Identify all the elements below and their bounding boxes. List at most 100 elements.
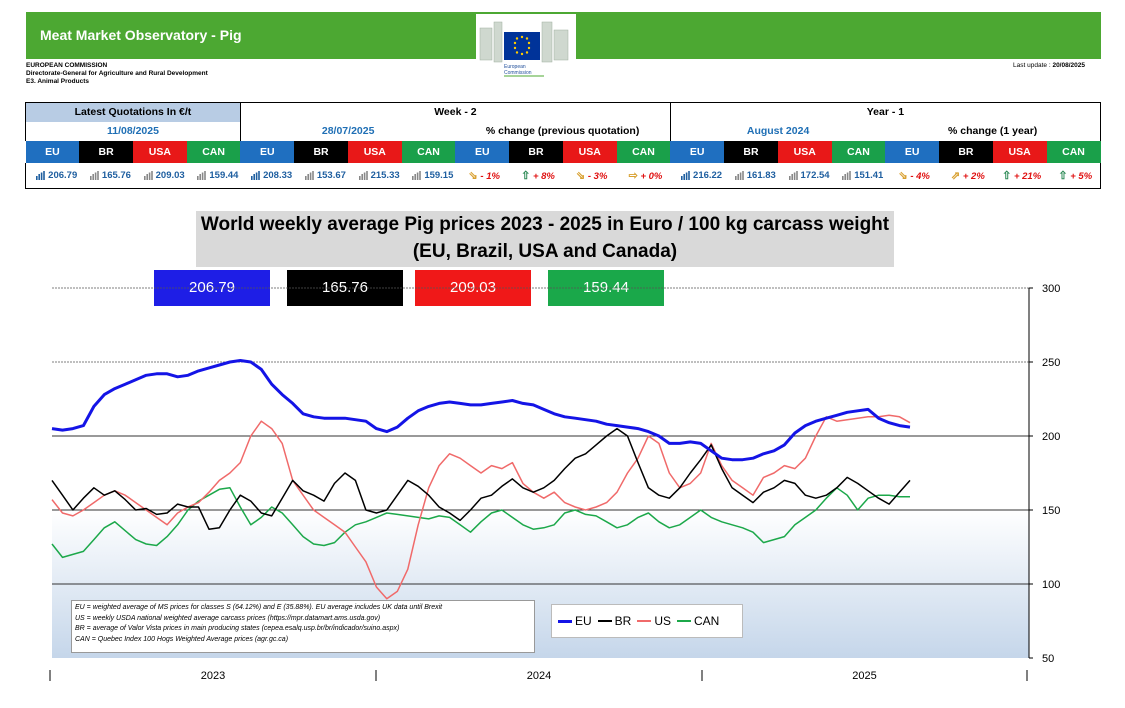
latest-box-eu: 206.79 (154, 270, 270, 306)
price-value-text: 159.44 (209, 169, 239, 181)
latest-box-can: 159.44 (548, 270, 664, 306)
price-value: 151.41 (832, 163, 886, 189)
latest-header: Latest Quotations In €/t (25, 102, 241, 122)
price-value-text: 215.33 (370, 169, 400, 181)
change-arrow-icon: ⇨ (628, 169, 638, 182)
price-value-text: 208.33 (263, 169, 293, 181)
week-header: Week - 2 (239, 102, 671, 122)
price-value-text: 159.15 (424, 169, 454, 181)
flag-can: CAN (1046, 140, 1101, 163)
note-br: BR = average of Valor Vista prices in ma… (75, 625, 400, 632)
flag-usa: USA (347, 140, 402, 163)
flag-eu: EU (240, 140, 295, 163)
percent-text: + 0% (640, 170, 663, 182)
flag-can: CAN (186, 140, 241, 163)
chart-title-line1: World weekly average Pig prices 2023 - 2… (200, 214, 890, 235)
org-line: EUROPEAN COMMISSION (26, 62, 108, 69)
flag-can: CAN (401, 140, 456, 163)
chart-title-line2: (EU, Brazil, USA and Canada) (412, 241, 678, 262)
flag-usa: USA (992, 140, 1047, 163)
legend-can: CAN (677, 614, 719, 628)
percent-change: ⇘ - 4% (885, 163, 939, 189)
legend-label: BR (614, 614, 632, 628)
values-row: 206.79 165.76 209.03 159.44 208.33 153.67 215.… (25, 162, 1101, 189)
price-value: 153.67 (294, 163, 348, 189)
x-tick-label: 2025 (852, 670, 876, 682)
series-line-us (51, 414, 911, 600)
percent-text: - 3% (587, 170, 608, 182)
logo-text-2: Commission (504, 70, 532, 76)
price-value: 216.22 (670, 163, 724, 189)
price-value-text: 206.79 (48, 169, 78, 181)
change-arrow-icon: ⇧ (521, 169, 531, 182)
price-value: 208.33 (240, 163, 294, 189)
price-value-text: 161.83 (746, 169, 776, 181)
percent-text: - 4% (910, 170, 930, 182)
logo-text-1: European (504, 64, 526, 70)
week-change-label: % change (previous quotation) (455, 121, 671, 141)
flag-can: CAN (831, 140, 886, 163)
percent-change: ⇧ + 21% (993, 163, 1047, 189)
ec-logo: European Commission (476, 14, 576, 78)
series-line-can (51, 487, 910, 559)
year-header: Year - 1 (669, 102, 1102, 122)
y-tick-label: 150 (1042, 505, 1060, 517)
flags-row: EU BR USA CAN EU BR USA CAN EU BR USA CA… (25, 140, 1101, 163)
percent-text: + 8% (532, 170, 555, 182)
x-tick-label: 2023 (201, 670, 225, 682)
last-update: Last update : 20/08/2025 (1013, 62, 1085, 69)
chart-legend: EU BR US CAN (551, 604, 743, 638)
change-arrow-icon: ⇧ (1058, 169, 1068, 182)
legend-label: CAN (694, 614, 720, 628)
week-date: 28/07/2025 (321, 125, 375, 137)
note-eu: EU = weighted average of MS prices for c… (75, 604, 443, 611)
series-line-br (51, 427, 911, 530)
price-value-text: 151.41 (854, 169, 884, 181)
price-value: 159.15 (402, 163, 456, 189)
percent-text: - 1% (480, 170, 500, 182)
price-value-text: 153.67 (316, 169, 346, 181)
latest-box-br: 165.76 (287, 270, 403, 306)
chart-title: World weekly average Pig prices 2023 - 2… (196, 211, 894, 267)
percent-text: + 5% (1070, 170, 1093, 182)
x-tick-label: 2024 (527, 670, 551, 682)
y-tick-label: 300 (1042, 283, 1060, 295)
year-change-label: % change (1 year) (948, 125, 1038, 137)
percent-text: + 21% (1013, 170, 1042, 182)
flag-br: BR (509, 140, 563, 163)
y-tick-label: 50 (1042, 653, 1054, 665)
flag-eu: EU (455, 140, 510, 163)
flag-eu: EU (25, 140, 80, 163)
y-tick-label: 250 (1042, 357, 1060, 369)
percent-change: ⇨ + 0% (617, 163, 671, 189)
flag-usa: USA (777, 140, 832, 163)
latest-date: 11/08/2025 (25, 121, 241, 141)
y-tick-label: 100 (1042, 579, 1060, 591)
percent-change: ⇧ + 5% (1047, 163, 1101, 189)
y-tick-label: 200 (1042, 431, 1060, 443)
year-date: August 2024 (746, 125, 810, 137)
org-line: E3. Animal Products (26, 78, 89, 85)
org-info: EUROPEAN COMMISSION Directorate-General … (26, 62, 208, 86)
series-line-eu (51, 359, 911, 462)
flag-br: BR (939, 140, 993, 163)
notes-box: EU = weighted average of MS prices for c… (71, 600, 535, 653)
legend-us: US (637, 614, 671, 628)
change-arrow-icon: ⇘ (468, 169, 478, 182)
percent-change: ⇗ + 2% (939, 163, 993, 189)
price-value: 159.44 (187, 163, 241, 189)
flag-br: BR (79, 140, 133, 163)
legend-label: EU (575, 614, 592, 628)
change-arrow-icon: ⇘ (898, 169, 908, 182)
last-update-label: Last update : (1013, 62, 1051, 69)
flag-eu: EU (670, 140, 725, 163)
legend-br: BR (597, 614, 632, 628)
price-value-text: 209.03 (155, 169, 185, 181)
price-value: 215.33 (348, 163, 402, 189)
price-value-text: 216.22 (693, 169, 723, 181)
price-value: 206.79 (26, 163, 80, 189)
price-value: 172.54 (778, 163, 832, 189)
flag-usa: USA (562, 140, 617, 163)
note-us: US = weekly USDA national weighted avera… (75, 614, 381, 622)
legend-eu: EU (558, 614, 592, 628)
